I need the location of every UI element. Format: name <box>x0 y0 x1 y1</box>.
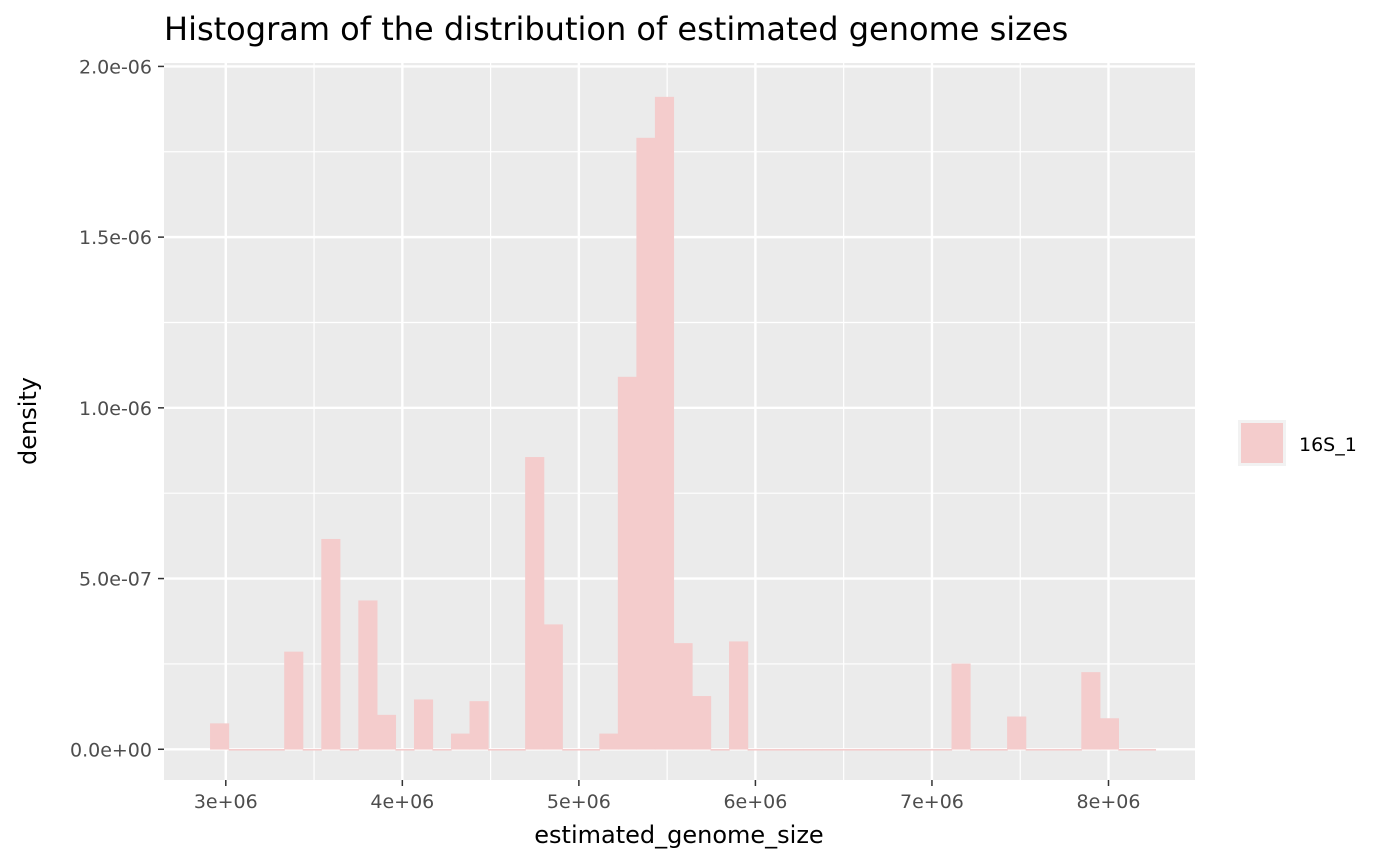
histogram-bar <box>451 733 471 750</box>
x-tick-label: 3e+06 <box>194 791 258 813</box>
x-tick-label: 6e+06 <box>723 791 787 813</box>
histogram-bar <box>580 748 600 751</box>
histogram-bar <box>376 714 397 750</box>
x-axis: 3e+06 4e+06 5e+06 6e+06 7e+06 8e+06 <box>194 780 1141 813</box>
histogram-bar <box>766 748 786 751</box>
histogram-bar <box>747 748 767 751</box>
histogram-bar <box>1136 748 1157 751</box>
histogram-bar <box>321 538 341 750</box>
histogram-bar <box>339 748 359 751</box>
y-tick-label: 1.0e-06 <box>79 398 152 420</box>
legend-key-16s-1 <box>1241 423 1283 463</box>
histogram-bar <box>469 701 489 750</box>
y-tick-label: 0.0e+00 <box>70 739 152 761</box>
histogram-bar <box>784 748 804 751</box>
histogram-bar <box>1099 718 1119 750</box>
histogram-bar <box>673 643 693 750</box>
histogram-bar <box>432 748 452 751</box>
legend: 16S_1 <box>1238 420 1357 466</box>
histogram-bar <box>413 699 434 750</box>
histogram-bar <box>617 376 637 750</box>
histogram-bar <box>1081 672 1101 750</box>
histogram-bar <box>543 624 563 750</box>
histogram-bar <box>1062 748 1082 751</box>
histogram-bar <box>988 748 1008 751</box>
histogram-bar <box>1007 716 1027 750</box>
histogram-bars <box>210 96 1157 751</box>
histogram-bar <box>488 748 508 751</box>
histogram-bar <box>358 600 378 750</box>
histogram-bar <box>1025 748 1045 751</box>
x-tick-label: 4e+06 <box>370 791 434 813</box>
y-axis: 0.0e+00 5.0e-07 1.0e-06 1.5e-06 2.0e-06 <box>70 56 164 761</box>
x-tick-label: 5e+06 <box>547 791 611 813</box>
histogram-bar <box>710 748 730 751</box>
histogram-bar <box>895 748 916 751</box>
histogram-bar <box>562 748 582 751</box>
histogram-bar <box>1118 748 1138 751</box>
legend-label-16s-1: 16S_1 <box>1299 434 1357 456</box>
x-tick-label: 7e+06 <box>900 791 964 813</box>
y-axis-title: density <box>14 377 42 465</box>
histogram-bar <box>247 748 267 751</box>
histogram-bar <box>951 663 971 750</box>
histogram-bar <box>654 96 675 750</box>
histogram-bar <box>970 748 990 751</box>
histogram-bar <box>210 723 230 750</box>
histogram-bar <box>284 651 304 750</box>
histogram-bar <box>729 641 749 750</box>
histogram-bar <box>636 137 656 750</box>
x-tick-label: 8e+06 <box>1077 791 1141 813</box>
histogram-bar <box>525 457 545 750</box>
x-axis-title: estimated_genome_size <box>534 821 823 849</box>
histogram-bar <box>506 748 526 751</box>
histogram-bar <box>932 748 953 751</box>
y-tick-label: 5.0e-07 <box>79 569 152 591</box>
histogram-bar <box>302 748 322 751</box>
y-tick-label: 2.0e-06 <box>79 56 152 78</box>
histogram-bar <box>858 748 878 751</box>
chart-title: Histogram of the distribution of estimat… <box>164 10 1068 48</box>
y-tick-label: 1.5e-06 <box>79 227 152 249</box>
histogram-bar <box>691 696 712 750</box>
histogram-bar <box>803 748 823 751</box>
histogram-bar <box>599 733 619 750</box>
histogram-bar <box>395 748 415 751</box>
histogram-bar <box>265 748 285 751</box>
histogram-bar <box>1044 748 1064 751</box>
histogram-bar <box>877 748 897 751</box>
histogram-bar <box>821 748 841 751</box>
histogram-bar <box>228 748 248 751</box>
histogram-bar <box>914 748 934 751</box>
histogram-bar <box>840 748 860 751</box>
